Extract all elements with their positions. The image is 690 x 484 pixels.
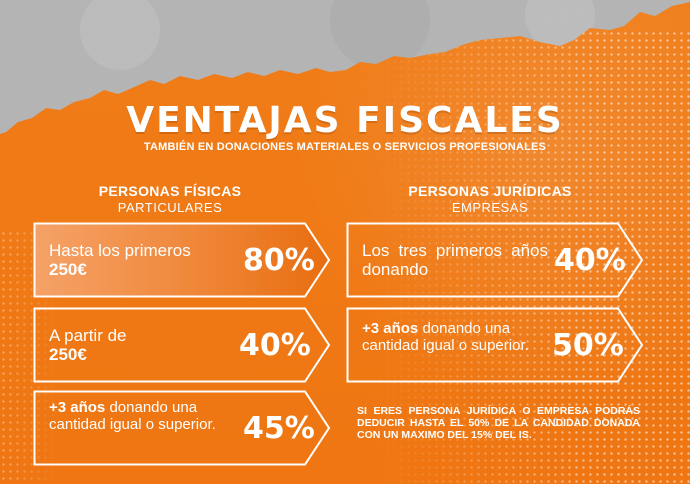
benefit-text: Los tres primeros años donando	[362, 222, 548, 298]
column-heading-juridicas: PERSONAS JURÍDICAS EMPRESAS	[370, 183, 610, 215]
arrow-card-shape	[33, 222, 331, 298]
benefit-percent: 45%	[243, 410, 315, 446]
benefit-card: Los tres primeros años donando 40%	[346, 222, 644, 298]
arrow-card-shape	[33, 307, 331, 383]
column-subtitle: EMPRESAS	[451, 200, 529, 215]
column-heading-fisicas: PERSONAS FÍSICAS PARTICULARES	[50, 183, 290, 215]
benefit-text: +3 años donando una cantidad igual o sup…	[362, 307, 552, 383]
page-title: VENTAJAS FISCALES	[126, 100, 564, 141]
arrow-card-shape	[346, 222, 644, 298]
benefit-percent: 50%	[552, 327, 624, 363]
benefit-description: Los tres primeros años donando	[362, 241, 548, 279]
benefit-amount: 250€	[49, 260, 87, 279]
benefit-description: A partir de	[49, 326, 127, 345]
benefit-card: +3 años donando una cantidad igual o sup…	[33, 390, 331, 466]
benefit-percent: 40%	[239, 327, 311, 363]
arrow-card-shape	[33, 390, 331, 466]
page-subtitle: TAMBIÉN EN DONACIONES MATERIALES O SERVI…	[143, 141, 547, 153]
benefit-percent: 80%	[243, 242, 315, 278]
benefit-card: A partir de 250€ 40%	[33, 307, 331, 383]
concrete-texture	[0, 0, 690, 134]
dot-pattern	[370, 30, 690, 484]
benefit-percent: 40%	[554, 242, 626, 278]
legal-note: SI ERES PERSONA JURÍDICA O EMPRESA PODRÁ…	[357, 405, 640, 441]
column-title: PERSONAS FÍSICAS	[98, 183, 242, 199]
benefit-amount: 250€	[49, 345, 87, 364]
benefit-description: Hasta los primeros	[49, 241, 191, 260]
benefit-description: donando una cantidad igual o superior.	[362, 320, 529, 354]
benefit-text: +3 años donando una cantidad igual o sup…	[49, 390, 239, 466]
column-title: PERSONAS JURÍDICAS	[408, 183, 572, 199]
arrow-card-shape	[346, 307, 644, 383]
benefit-highlight: +3 años	[362, 320, 419, 337]
column-subtitle: PARTICULARES	[117, 200, 223, 215]
benefit-text: Hasta los primeros 250€	[49, 222, 191, 298]
benefit-card: +3 años donando una cantidad igual o sup…	[346, 307, 644, 383]
benefit-description: donando una cantidad igual o superior.	[49, 399, 216, 433]
benefit-highlight: +3 años	[49, 399, 106, 416]
benefit-text: A partir de 250€	[49, 307, 127, 383]
benefit-card: Hasta los primeros 250€ 80%	[33, 222, 331, 298]
